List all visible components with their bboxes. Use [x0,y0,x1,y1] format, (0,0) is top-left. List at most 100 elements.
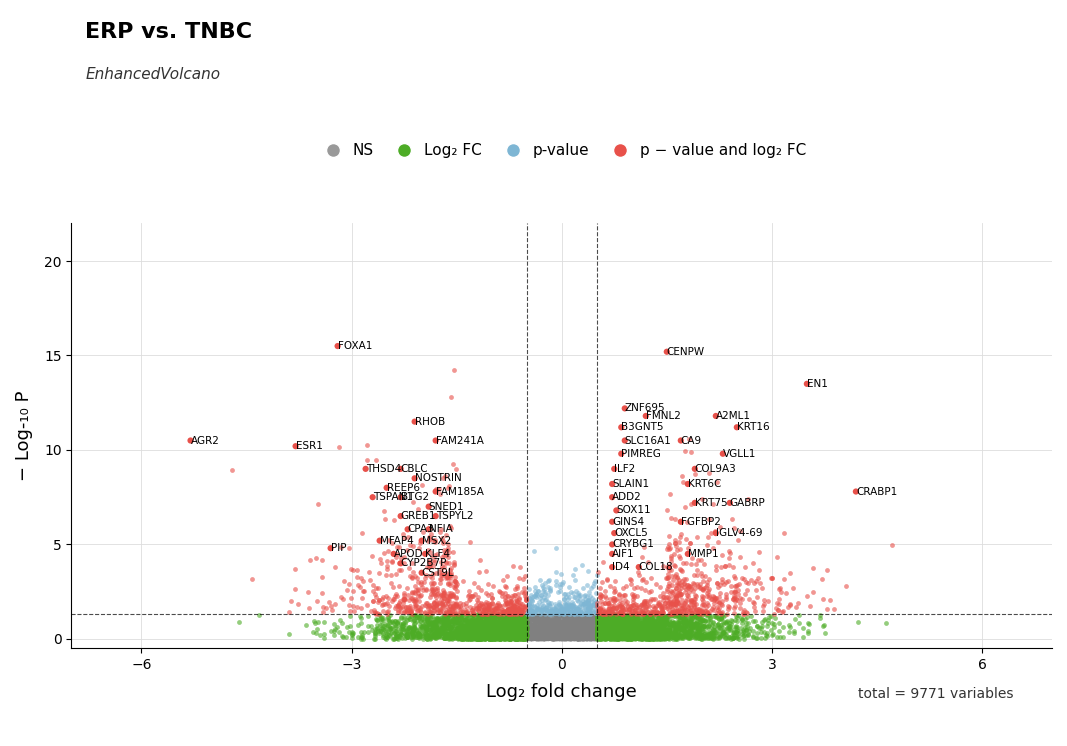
Point [591,630,608,642]
Point [409,605,426,617]
Point [620,620,637,632]
Point [616,627,633,639]
Point [705,598,722,609]
Text: FGFBP2: FGFBP2 [681,517,720,527]
Point [599,631,616,643]
Point [591,609,608,621]
Point [586,598,603,610]
Point [448,633,465,645]
Point [619,611,636,623]
Point [371,553,388,565]
Point [587,616,604,628]
Point [578,615,595,627]
Point [670,606,687,618]
Point [673,608,690,620]
Point [641,619,658,631]
Point [480,622,497,634]
Point [611,626,628,638]
Point [559,627,576,639]
Point [619,627,636,639]
Point [586,628,603,640]
Point [633,619,650,631]
Point [367,626,384,638]
Point [544,627,561,639]
Point [534,621,551,633]
Point [539,622,556,634]
Point [612,631,630,643]
Point [251,609,268,621]
Point [644,630,662,642]
Point [505,631,522,643]
Point [676,610,694,622]
Point [488,618,505,630]
Point [567,624,584,636]
Point [688,628,705,640]
Point [680,548,697,560]
Point [555,630,572,642]
Point [529,630,546,642]
Point [513,618,530,630]
Point [634,625,651,637]
Point [488,624,505,636]
Point [579,631,596,643]
Point [642,617,659,629]
Point [443,562,460,574]
Point [569,619,586,631]
Point [684,631,701,643]
Point [625,633,642,645]
Point [496,611,513,623]
Point [440,542,457,554]
Point [531,632,548,644]
Point [582,627,599,639]
Point [584,631,601,643]
Point [638,627,655,639]
Point [425,595,442,607]
Point [535,628,552,640]
Point [517,629,535,641]
Point [734,630,751,642]
Point [572,628,589,640]
Point [667,627,684,639]
Point [708,621,726,633]
Point [393,552,410,564]
Point [576,589,593,601]
Point [467,615,484,627]
Point [654,632,671,644]
Point [654,607,671,619]
Point [621,614,638,626]
Point [548,617,566,629]
Point [647,627,664,639]
Point [621,617,638,629]
Point [603,627,620,639]
Point [616,630,633,642]
Point [600,619,617,631]
Point [526,627,543,639]
Point [561,630,578,642]
Point [678,557,695,569]
Point [589,631,606,643]
Point [505,615,522,627]
Point [624,632,641,644]
Point [459,633,476,645]
Point [551,626,568,638]
Text: FAM185A: FAM185A [435,486,483,497]
Point [675,604,692,615]
Point [545,624,562,636]
Point [520,631,537,643]
Point [626,630,643,642]
Point [535,631,552,643]
Point [586,632,603,644]
Point [468,614,485,626]
Point [568,631,585,643]
Point [598,624,615,636]
Point [615,630,632,642]
Point [560,630,577,642]
Point [476,621,493,633]
Point [519,631,536,643]
Point [519,630,536,642]
Point [707,564,724,576]
Point [587,620,604,632]
Point [413,600,430,612]
Point [562,620,579,632]
Point [441,590,458,602]
